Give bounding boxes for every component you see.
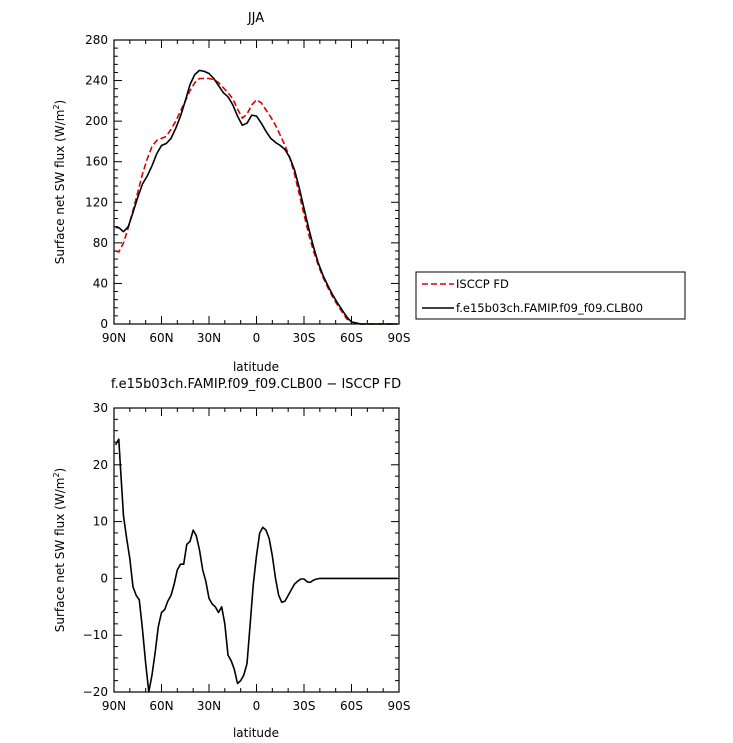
bottom-x-tick-label: 90S [388,699,411,713]
top-x-tick-label: 30S [293,331,316,345]
top-x-tick-label: 90S [388,331,411,345]
top-series-line-1 [115,69,398,325]
top-y-axis-label: Surface net SW flux (W/m2) [52,100,67,264]
legend-label-isccp: ISCCP FD [456,277,509,291]
bottom-x-tick-label: 90N [102,699,126,713]
bottom-x-tick-label: 60S [340,699,363,713]
bottom-plot-frame [113,407,400,693]
top-y-tick-label: 280 [85,33,108,47]
bottom-x-tick-label: 30N [197,699,221,713]
top-y-tick-label: 80 [93,236,108,250]
top-axis-ticks: 90N 60N 30N 0 30S 60S 90S 0 40 80 120 160 200 240 280 [85,33,410,345]
bottom-y-tick-label: 20 [93,458,108,472]
bottom-y-tick-label: −10 [83,628,108,642]
top-plot-frame [113,39,400,325]
top-x-tick-label: 30N [197,331,221,345]
bottom-x-tick-label: 0 [253,699,261,713]
bottom-x-tick-label: 30S [293,699,316,713]
legend-box [415,271,686,320]
top-y-tick-label: 160 [85,155,108,169]
bottom-panel: f.e15b03ch.FAMIP.f09_f09.CLB00 − ISCCP F… [52,377,410,740]
top-x-tick-label: 60N [149,331,173,345]
bottom-series-lines [114,438,398,693]
top-x-tick-label: 60S [340,331,363,345]
legend: ISCCP FD f.e15b03ch.FAMIP.f09_f09.CLB00 [415,271,686,320]
bottom-chart-title: f.e15b03ch.FAMIP.f09_f09.CLB00 − ISCCP F… [111,377,401,392]
top-x-tick-label: 0 [253,331,261,345]
legend-label-model: f.e15b03ch.FAMIP.f09_f09.CLB00 [456,301,643,315]
top-x-tick-label: 90N [102,331,126,345]
top-y-tick-label: 240 [85,74,108,88]
top-y-tick-label: 0 [100,317,108,331]
top-panel: JJA 90N 60N 30N 0 30S 60S 90S 0 40 80 120 160 200 240… [52,11,410,374]
top-y-tick-label: 120 [85,195,108,209]
bottom-y-tick-label: −20 [83,685,108,699]
top-series-lines [115,69,398,325]
bottom-y-tick-label: 30 [93,401,108,415]
bottom-series-line-0 [114,438,398,693]
top-x-axis-label: latitude [233,360,279,374]
bottom-y-tick-label: 10 [93,515,108,529]
top-chart-title: JJA [247,11,264,26]
top-y-tick-label: 40 [93,276,108,290]
bottom-y-axis-label: Surface net SW flux (W/m2) [52,468,67,632]
bottom-y-tick-label: 0 [100,571,108,585]
top-y-tick-label: 200 [85,114,108,128]
bottom-x-axis-label: latitude [233,726,279,740]
bottom-x-tick-label: 60N [149,699,173,713]
